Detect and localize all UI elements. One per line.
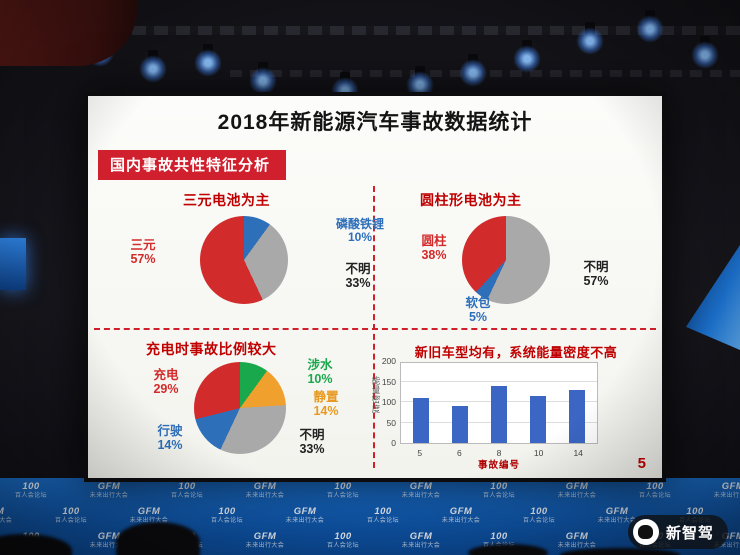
- y-tick: 150: [381, 376, 396, 387]
- pie-label-lfp: 磷酸铁锂 10%: [335, 217, 384, 245]
- slide: 2018年新能源汽车事故数据统计 国内事故共性特征分析 三元电池为主 三元 57%…: [88, 96, 662, 478]
- pie-label-pouch: 软包 5%: [465, 296, 491, 324]
- stage-light-icon: [576, 22, 604, 55]
- bar-x-axis-label: 事故编号: [477, 460, 520, 471]
- lighting-truss: [0, 26, 740, 35]
- y-tick: 100: [381, 397, 396, 407]
- pie-label-unknown-3: 不明 33%: [299, 428, 325, 456]
- side-screen-right: [686, 245, 740, 350]
- pie-label-cylinder: 圆柱 38%: [421, 234, 447, 262]
- section-banner: 国内事故共性特征分析: [98, 150, 287, 180]
- pie-label-charging: 充电 29%: [153, 368, 179, 396]
- xinzhijia-logo-icon: [632, 519, 659, 545]
- audience-head: [468, 544, 548, 555]
- audience-head: [0, 534, 72, 555]
- pie-label-parked: 静置 14%: [313, 390, 339, 418]
- pie-chart-cylindrical: [462, 216, 550, 304]
- bar-yticks: 0 50 100 150 200: [378, 356, 398, 448]
- pie-label-unknown-2: 不明 57%: [583, 260, 609, 288]
- sponsor-wall: 100 百人会论坛 GFM 未来出行大会 100 百人会论坛 GFM 未来出行大会 100 百人会…: [0, 478, 740, 555]
- x-tick: 6: [457, 448, 462, 458]
- projector-screen: 2018年新能源汽车事故数据统计 国内事故共性特征分析 三元电池为主 三元 57%…: [84, 92, 666, 482]
- bar-chart-energy: 能量密度 0 50 100 150 200 5 6 8 10 14 事故编号: [370, 356, 610, 471]
- watermark-xinzhijia: 新智驾: [627, 515, 728, 549]
- pie-label-driving: 行驶 14%: [157, 424, 183, 452]
- y-tick: 200: [381, 356, 396, 366]
- stage-light-icon: [636, 10, 664, 43]
- pie-chart-charging: [194, 362, 286, 454]
- x-tick: 14: [573, 448, 583, 458]
- bar: [530, 395, 547, 443]
- audience-head: [560, 548, 680, 555]
- bar-plot: [400, 362, 598, 444]
- pie-label-sanyuan: 三元 57%: [130, 238, 156, 266]
- bar-xticks: 5 6 8 10 14: [400, 447, 598, 458]
- stage-light-icon: [691, 36, 719, 69]
- audience-head: [116, 522, 200, 555]
- bar: [451, 406, 468, 443]
- bar: [412, 397, 429, 443]
- stage-light-icon: [194, 44, 222, 77]
- bar-y-axis-label: 能量密度: [371, 376, 381, 414]
- quadrant-title-energy: 新旧车型均有，系统能量密度不高: [414, 345, 618, 360]
- stage-light-icon: [139, 50, 167, 83]
- y-tick: 0: [391, 438, 396, 448]
- stage-light-icon: [331, 72, 359, 105]
- divider-vertical: [373, 186, 375, 468]
- side-screen-left: [0, 238, 26, 290]
- x-tick: 8: [496, 448, 502, 458]
- sponsor-wall-pattern: 100 百人会论坛 GFM 未来出行大会 100 百人会论坛 GFM 未来出行大会 100 百人会…: [0, 478, 740, 553]
- y-tick: 50: [386, 417, 396, 428]
- red-curtain: [0, 0, 138, 66]
- x-tick: 10: [533, 448, 544, 458]
- gridline: [401, 380, 597, 382]
- quadrant-title-cylindrical: 圆柱形电池为主: [420, 192, 522, 208]
- stage-light-icon: [249, 62, 277, 95]
- watermark-text: 新智驾: [665, 524, 714, 542]
- pie-label-wading: 涉水 10%: [307, 358, 333, 386]
- quadrant-title-charging: 充电时事故比例较大: [146, 341, 277, 357]
- page-number: 5: [637, 455, 646, 472]
- quadrant-title-ternary: 三元电池为主: [183, 192, 270, 208]
- bar: [491, 385, 507, 443]
- pie-label-unknown-1: 不明 33%: [345, 262, 371, 290]
- divider-horizontal: [94, 328, 656, 330]
- x-tick: 5: [417, 448, 423, 458]
- slide-title: 2018年新能源汽车事故数据统计: [217, 111, 533, 134]
- stage-light-icon: [459, 54, 487, 87]
- stage-light-icon: [406, 66, 434, 99]
- pie-chart-ternary: [200, 216, 288, 304]
- bar: [569, 389, 586, 443]
- stage-light-icon: [513, 40, 541, 73]
